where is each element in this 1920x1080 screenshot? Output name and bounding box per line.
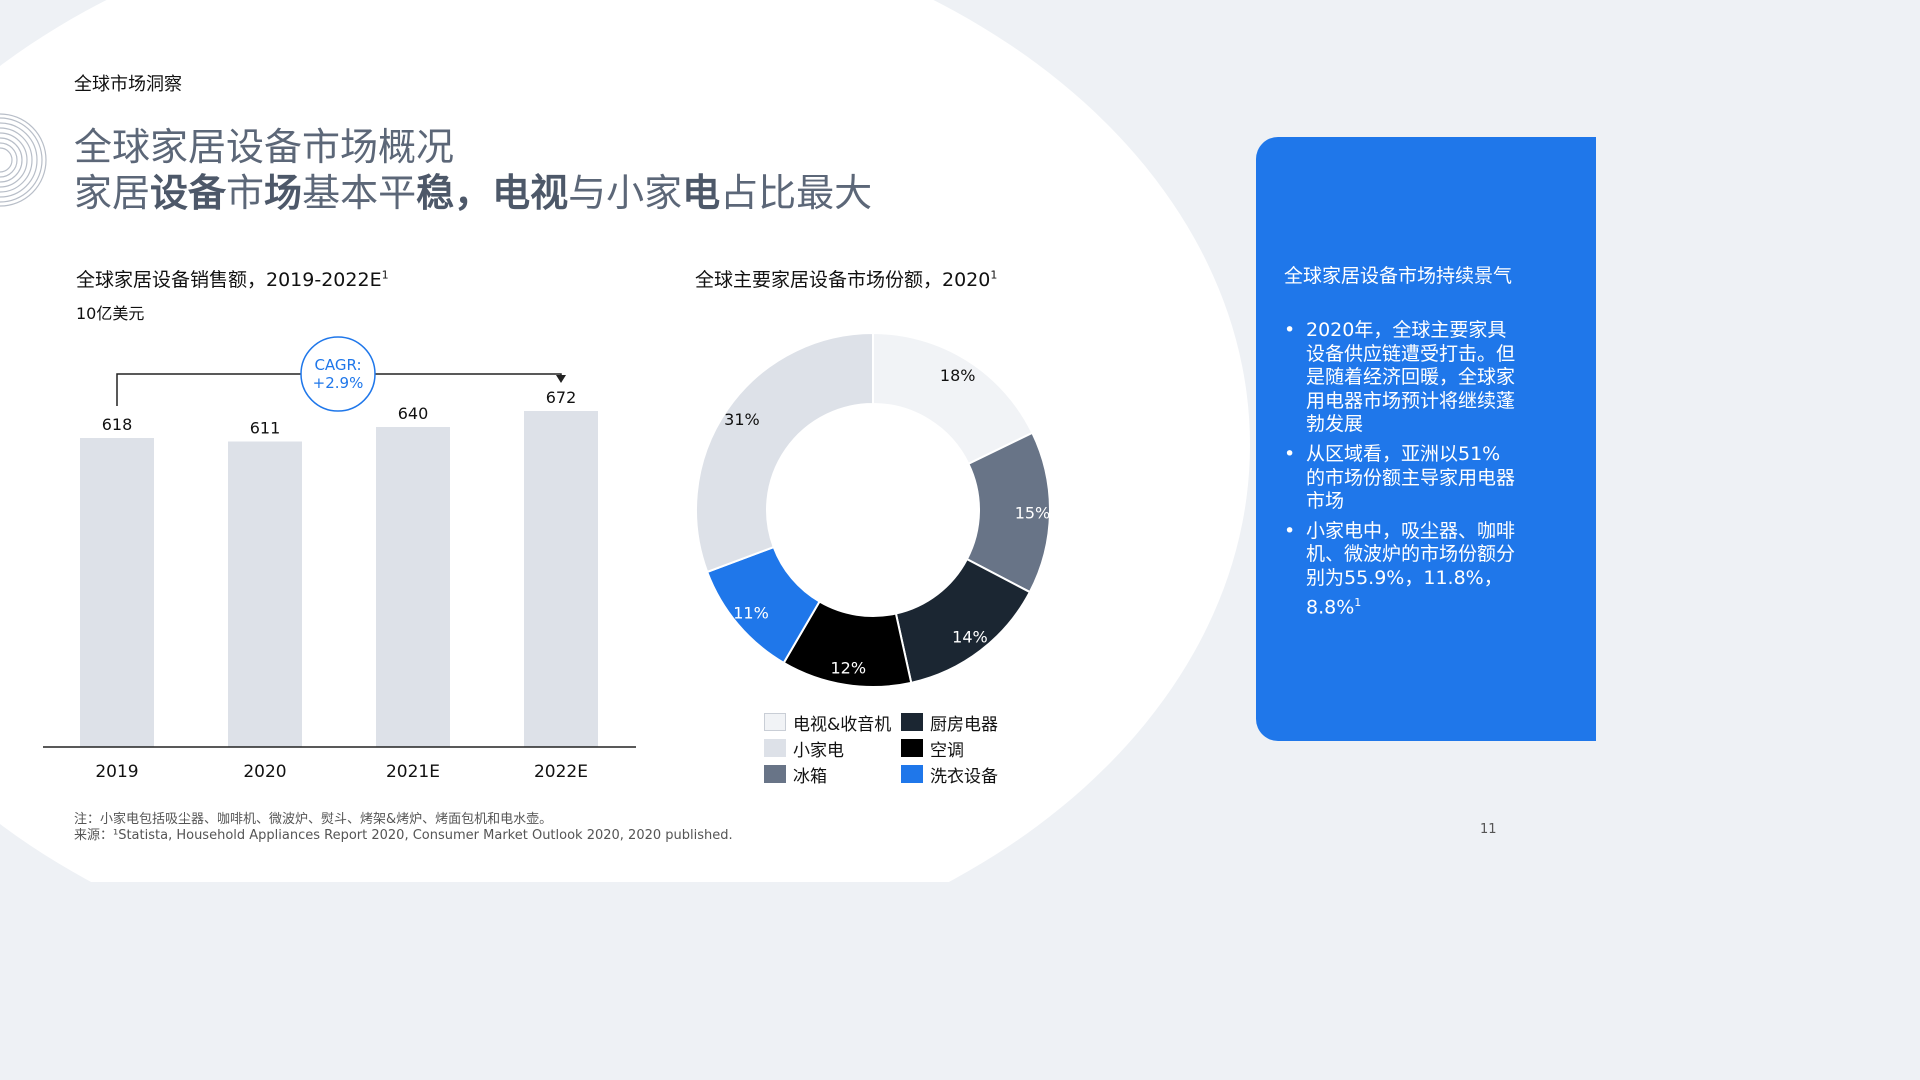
panel-bullet: 小家电中，吸尘器、咖啡机、微波炉的市场份额分别为55.9%，11.8%，8.8%… — [1284, 520, 1516, 620]
bar-value-label: 640 — [398, 404, 429, 423]
donut-chart-title-text: 全球主要家居设备市场份额，2020 — [695, 269, 991, 291]
legend-label: 电视&收音机 — [793, 714, 892, 735]
donut-value-label: 31% — [724, 410, 760, 429]
page-title: 全球家居设备市场概况 — [74, 125, 455, 169]
arrow-down-icon — [556, 375, 566, 383]
subtitle-segment: 市 — [226, 171, 265, 215]
bar-value-label: 618 — [102, 415, 133, 434]
bar-2022E — [524, 411, 598, 747]
legend-item: 空调 — [901, 738, 1021, 761]
subtitle-segment: 家居 — [74, 171, 151, 215]
bar-2020 — [228, 441, 302, 747]
panel-bullet-sup: 1 — [1354, 595, 1362, 609]
cagr-label: CAGR: — [314, 356, 361, 374]
panel-title: 全球家居设备市场持续景气 — [1284, 265, 1513, 287]
donut-chart-title: 全球主要家居设备市场份额，20201 — [695, 265, 997, 292]
legend-label: 厨房电器 — [930, 714, 998, 735]
footnote-note: 注：小家电包括吸尘器、咖啡机、微波炉、熨斗、烤架&烤炉、烤面包机和电水壶。 — [74, 812, 553, 827]
subtitle-segment: 设备 — [150, 171, 227, 215]
legend-item: 小家电 — [764, 738, 901, 761]
concentric-circles-icon — [0, 113, 47, 207]
donut-value-label: 14% — [952, 628, 988, 647]
bar-chart: 618 2019 611 2020 640 2021E 672 2022E CAGR:+2.9% — [43, 336, 636, 782]
x-tick-label: 2022E — [534, 762, 588, 782]
legend-label: 洗衣设备 — [930, 766, 998, 787]
legend-swatch — [764, 739, 786, 757]
legend-label: 小家电 — [793, 740, 844, 761]
subtitle-segment: 与小家 — [568, 171, 683, 215]
bar-chart-title: 全球家居设备销售额，2019-2022E1 — [76, 265, 389, 292]
subtitle-segment: 占比最大 — [720, 171, 873, 215]
legend-swatch — [764, 765, 786, 783]
donut-chart: 18% 15% 14% 12% 11% 31% — [695, 331, 1051, 688]
bar-chart-unit: 10亿美元 — [76, 304, 145, 323]
panel-bullet-text: 小家电中，吸尘器、咖啡机、微波炉的市场份额分别为55.9%，11.8%，8.8% — [1306, 519, 1516, 618]
legend-swatch — [764, 713, 786, 731]
legend-item: 电视&收音机 — [764, 712, 901, 735]
cagr-bracket-right — [375, 373, 562, 377]
bar-value-label: 611 — [250, 419, 281, 438]
legend-label: 空调 — [930, 740, 964, 761]
panel-bullets: 2020年，全球主要家具设备供应链遭受打击。但是随着经济回暖，全球家用电器市场预… — [1284, 319, 1516, 625]
donut-value-label: 18% — [940, 366, 976, 385]
bar-value-label: 672 — [546, 388, 577, 407]
panel-bullet-text: 从区域看，亚洲以51%的市场份额主导家用电器市场 — [1306, 442, 1516, 513]
bar-2019 — [80, 438, 154, 747]
page-subtitle: 家居设备市场基本平稳，电视与小家电占比最大 — [74, 162, 872, 217]
legend-label: 冰箱 — [793, 766, 827, 787]
bar-chart-title-sup: 1 — [381, 268, 389, 282]
donut-value-label: 15% — [1015, 503, 1051, 522]
legend-swatch — [901, 739, 923, 757]
insight-panel: 全球家居设备市场持续景气 2020年，全球主要家具设备供应链遭受打击。但是随着经… — [1256, 137, 1596, 741]
legend-item: 洗衣设备 — [901, 764, 1021, 787]
subtitle-segment: 场 — [264, 171, 303, 215]
donut-value-label: 12% — [831, 659, 867, 678]
donut-slice — [695, 331, 874, 574]
legend-item: 冰箱 — [764, 764, 901, 787]
subtitle-segment: 电 — [682, 171, 721, 215]
subtitle-segment: 电视 — [492, 171, 569, 215]
bar-chart-title-text: 全球家居设备销售额，2019-2022E — [76, 269, 382, 291]
section-label: 全球市场洞察 — [74, 74, 182, 95]
x-tick-label: 2019 — [95, 762, 138, 782]
subtitle-segment: 基本平 — [302, 171, 417, 215]
panel-bullet: 从区域看，亚洲以51%的市场份额主导家用电器市场 — [1284, 443, 1516, 514]
panel-bullet-text: 2020年，全球主要家具设备供应链遭受打击。但是随着经济回暖，全球家用电器市场预… — [1306, 319, 1516, 436]
legend-swatch — [901, 765, 923, 783]
legend-swatch — [901, 713, 923, 731]
cagr-badge — [300, 336, 376, 412]
bar-2021E — [376, 427, 450, 747]
cagr-bracket-left — [116, 373, 301, 406]
donut-legend: 电视&收音机 厨房电器小家电 空调冰箱 洗衣设备 — [764, 712, 1021, 787]
footnote-source: 来源：¹Statista, Household Appliances Repor… — [74, 828, 733, 843]
page-number: 11 — [1480, 822, 1497, 837]
x-tick-label: 2020 — [243, 762, 286, 782]
panel-bullet: 2020年，全球主要家具设备供应链遭受打击。但是随着经济回暖，全球家用电器市场预… — [1284, 319, 1516, 437]
legend-item: 厨房电器 — [901, 712, 1021, 735]
subtitle-segment: 稳， — [416, 171, 493, 215]
donut-chart-title-sup: 1 — [990, 268, 998, 282]
donut-value-label: 11% — [733, 604, 769, 623]
cagr-value: +2.9% — [313, 374, 364, 392]
x-tick-label: 2021E — [386, 762, 440, 782]
